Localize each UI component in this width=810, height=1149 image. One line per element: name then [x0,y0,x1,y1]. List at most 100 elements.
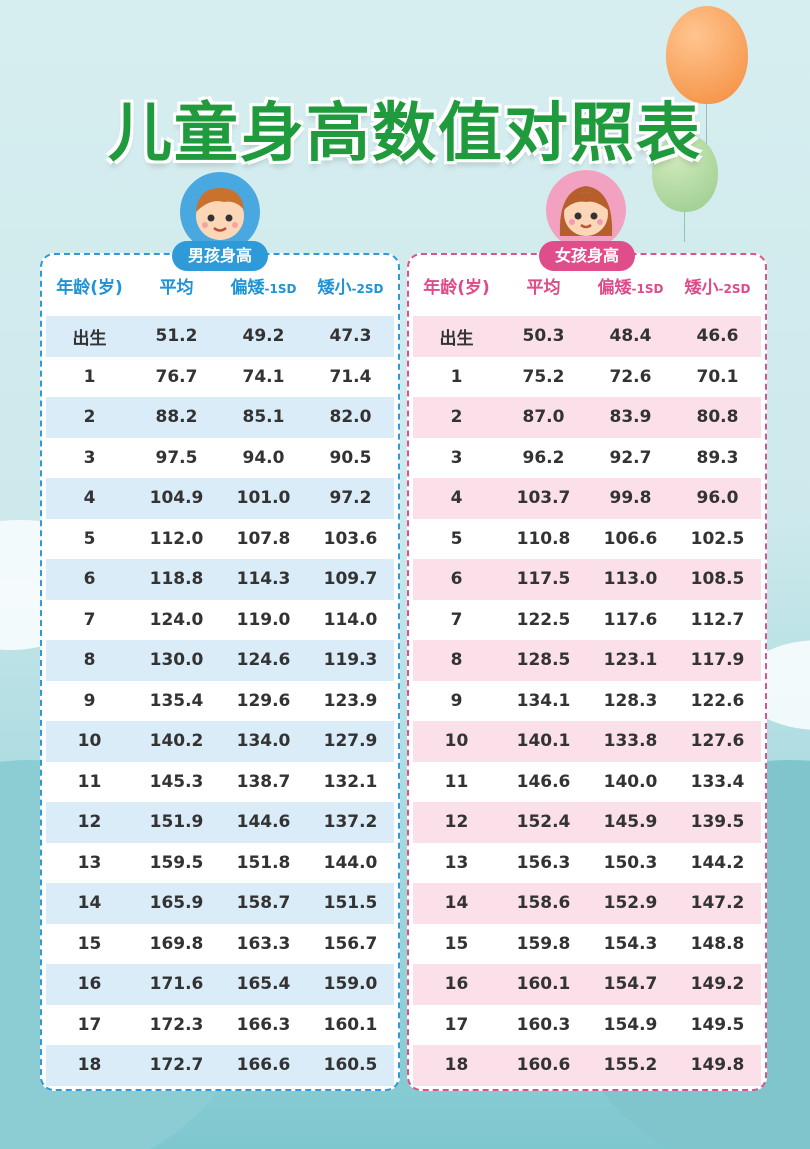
table-row: 3 97.5 94.0 90.5 [46,438,394,479]
cell-minus1sd: 154.9 [603,1014,658,1035]
table-row: 14 158.6 152.9 147.2 [413,883,761,924]
cell-average: 159.8 [516,933,571,954]
boys-height-table: 男孩身高 年龄(岁) 平均 偏矮-1SD 矮小-2SD 出生 51.2 49.2 47… [40,241,400,1091]
table-row: 17 172.3 166.3 160.1 [46,1005,394,1046]
cell-minus2sd: 46.6 [696,326,739,347]
cell-minus1sd: 107.8 [236,528,291,549]
page-title: 儿童身高数值对照表 [108,97,702,171]
cell-minus2sd: 127.6 [690,731,745,752]
header-minus1sd: 偏矮-1SD [230,278,297,298]
cell-average: 51.2 [155,326,198,347]
header-average: 平均 [159,278,194,298]
cell-age: 3 [83,447,96,468]
table-row: 4 103.7 99.8 96.0 [413,478,761,519]
cell-minus2sd: 139.5 [690,812,745,833]
cell-minus1sd: 166.6 [236,1055,291,1076]
cell-minus1sd: 134.0 [236,731,291,752]
table-row: 18 160.6 155.2 149.8 [413,1045,761,1086]
cell-minus2sd: 159.0 [323,974,378,995]
cell-average: 87.0 [522,407,565,428]
cell-minus2sd: 108.5 [690,569,745,590]
cell-average: 130.0 [149,650,204,671]
cell-average: 146.6 [516,771,571,792]
cell-average: 104.9 [149,488,204,509]
cell-minus1sd: 151.8 [236,852,291,873]
cell-age: 9 [450,690,463,711]
cell-age: 8 [83,650,96,671]
table-row: 12 151.9 144.6 137.2 [46,802,394,843]
cell-average: 75.2 [522,366,565,387]
cell-age: 12 [444,812,469,833]
cell-minus1sd: 94.0 [242,447,285,468]
cell-minus1sd: 133.8 [603,731,658,752]
cell-age: 1 [83,366,96,387]
cell-average: 152.4 [516,812,571,833]
cell-age: 9 [83,690,96,711]
table-row: 7 124.0 119.0 114.0 [46,600,394,641]
cell-average: 160.3 [516,1014,571,1035]
cell-minus1sd: 154.3 [603,933,658,954]
cell-average: 151.9 [149,812,204,833]
cell-minus1sd: 124.6 [236,650,291,671]
cell-average: 112.0 [149,528,204,549]
table-row: 1 75.2 72.6 70.1 [413,357,761,398]
cell-minus2sd: 132.1 [323,771,378,792]
balloon-green-icon [652,134,718,212]
table-row: 出生 50.3 48.4 46.6 [413,316,761,357]
table-row: 6 118.8 114.3 109.7 [46,559,394,600]
cell-minus2sd: 144.0 [323,852,378,873]
cell-minus1sd: 138.7 [236,771,291,792]
cell-minus1sd: 101.0 [236,488,291,509]
cell-average: 134.1 [516,690,571,711]
girls-table-header: 年龄(岁) 平均 偏矮-1SD 矮小-2SD [413,273,761,303]
table-row: 12 152.4 145.9 139.5 [413,802,761,843]
table-row: 11 146.6 140.0 133.4 [413,762,761,803]
cell-minus2sd: 160.5 [323,1055,378,1076]
cell-minus1sd: 114.3 [236,569,291,590]
boys-table-body: 出生 51.2 49.2 47.3 1 76.7 74.1 71.4 2 88.2 85.1 82.0… [46,316,394,1086]
cell-age: 3 [450,447,463,468]
cell-minus2sd: 156.7 [323,933,378,954]
cell-age: 2 [83,407,96,428]
cell-minus1sd: 85.1 [242,407,285,428]
table-row: 18 172.7 166.6 160.5 [46,1045,394,1086]
cell-minus2sd: 70.1 [696,366,739,387]
cell-average: 172.3 [149,1014,204,1035]
cell-minus2sd: 96.0 [696,488,739,509]
cell-age: 15 [77,933,102,954]
cell-average: 140.2 [149,731,204,752]
cell-average: 160.6 [516,1055,571,1076]
cell-average: 122.5 [516,609,571,630]
cell-age: 13 [77,852,102,873]
table-row: 1 76.7 74.1 71.4 [46,357,394,398]
cell-minus1sd: 165.4 [236,974,291,995]
cell-minus1sd: 48.4 [609,326,652,347]
header-age: 年龄(岁) [423,278,490,298]
cell-minus1sd: 152.9 [603,893,658,914]
cell-minus2sd: 122.6 [690,690,745,711]
table-row: 2 87.0 83.9 80.8 [413,397,761,438]
cell-minus1sd: 155.2 [603,1055,658,1076]
cell-average: 124.0 [149,609,204,630]
cell-minus1sd: 92.7 [609,447,652,468]
table-row: 15 169.8 163.3 156.7 [46,924,394,965]
cell-average: 145.3 [149,771,204,792]
cell-average: 88.2 [155,407,198,428]
boys-table-header: 年龄(岁) 平均 偏矮-1SD 矮小-2SD [46,273,394,303]
table-row: 8 130.0 124.6 119.3 [46,640,394,681]
cell-minus1sd: 145.9 [603,812,658,833]
boys-table-label: 男孩身高 [171,241,269,271]
cell-minus2sd: 160.1 [323,1014,378,1035]
cell-minus2sd: 102.5 [690,528,745,549]
cell-minus1sd: 129.6 [236,690,291,711]
table-row: 9 135.4 129.6 123.9 [46,681,394,722]
cell-age: 4 [83,488,96,509]
cell-minus2sd: 137.2 [323,812,378,833]
cell-minus1sd: 49.2 [242,326,285,347]
cell-minus2sd: 112.7 [690,609,745,630]
cell-average: 110.8 [516,528,571,549]
cell-age: 12 [77,812,102,833]
cell-minus1sd: 74.1 [242,366,285,387]
cell-minus2sd: 80.8 [696,407,739,428]
table-row: 10 140.2 134.0 127.9 [46,721,394,762]
